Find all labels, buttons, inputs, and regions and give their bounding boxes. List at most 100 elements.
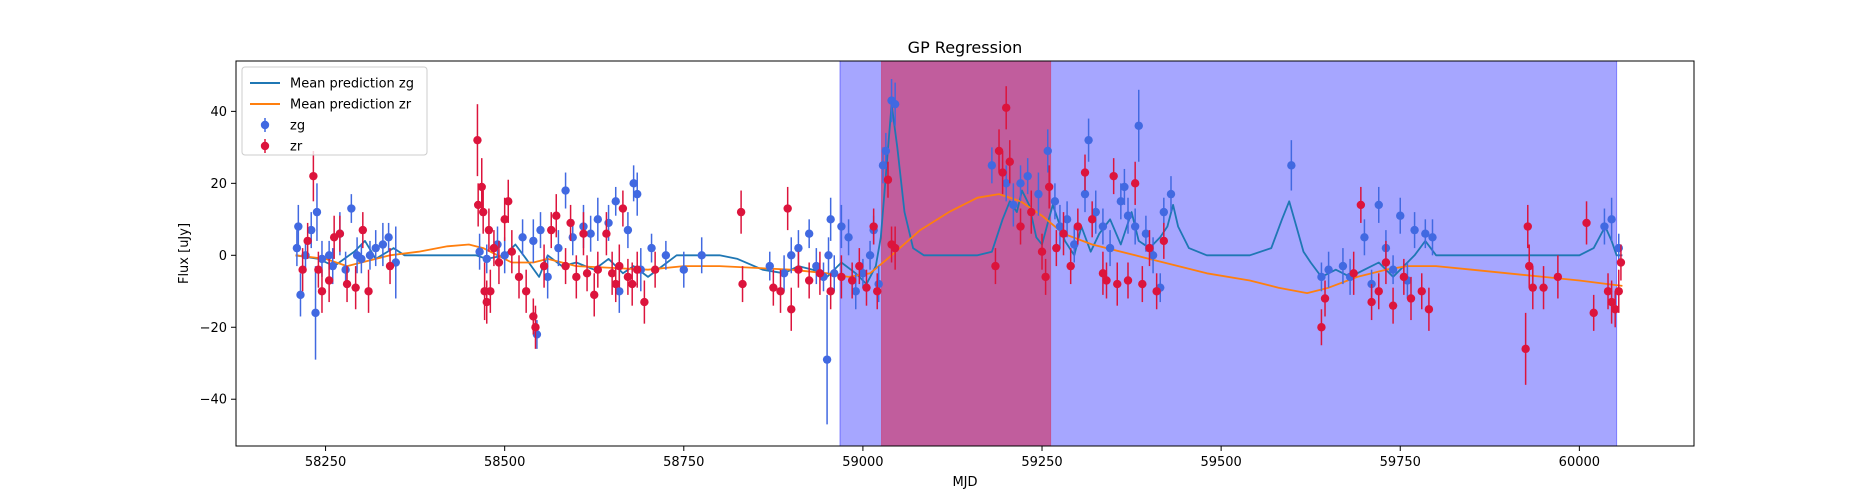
point-zr-36 (579, 212, 588, 256)
point-zg-18 (384, 222, 393, 252)
point-zg-95 (1317, 262, 1326, 292)
marker-zr-102 (1388, 301, 1398, 310)
point-zg-24 (518, 219, 527, 256)
marker-zg-54 (824, 251, 833, 260)
marker-zr-18 (482, 297, 491, 307)
marker-zr-9 (351, 283, 360, 292)
marker-zg-71 (1016, 179, 1025, 188)
marker-zr-10 (358, 225, 368, 235)
point-zr-50 (736, 190, 746, 234)
point-zg-23 (500, 237, 509, 274)
point-zr-78 (1044, 165, 1054, 209)
y-tick-label-20: 20 (210, 177, 227, 192)
point-zr-77 (1041, 258, 1050, 295)
point-zr-7 (335, 215, 345, 252)
point-zg-67 (890, 82, 900, 126)
point-zr-38 (590, 273, 599, 317)
y-tick-label--20: −20 (200, 321, 227, 336)
point-zr-2 (309, 150, 318, 202)
point-zr-24 (504, 179, 513, 223)
marker-zg-29 (554, 243, 563, 253)
chart-title: GP Regression (908, 38, 1023, 57)
marker-zr-73 (1005, 157, 1014, 166)
marker-zg-61 (865, 251, 875, 260)
marker-zg-77 (1062, 215, 1072, 224)
point-zg-44 (679, 251, 688, 288)
point-zg-93 (1166, 176, 1176, 213)
marker-zg-73 (1034, 189, 1043, 199)
marker-zg-56 (830, 269, 839, 278)
marker-zg-28 (543, 272, 552, 282)
marker-zg-81 (1091, 207, 1100, 217)
point-zr-107 (1521, 312, 1530, 385)
marker-zr-112 (1553, 272, 1563, 282)
marker-zg-55 (826, 215, 835, 224)
point-zr-88 (1113, 262, 1122, 306)
marker-zr-68 (890, 243, 900, 253)
marker-zg-76 (1055, 222, 1065, 231)
point-zg-38 (623, 212, 633, 249)
point-zg-85 (1120, 168, 1129, 205)
point-zr-87 (1109, 158, 1118, 195)
marker-zr-44 (618, 204, 628, 213)
point-zr-42 (611, 266, 620, 303)
point-zr-63 (862, 269, 871, 306)
point-zr-85 (1098, 251, 1108, 295)
marker-zr-74 (1016, 222, 1025, 231)
marker-zg-51 (812, 261, 821, 271)
point-zr-100 (1374, 273, 1383, 310)
marker-zg-50 (804, 229, 814, 238)
marker-zr-43 (615, 261, 624, 271)
legend-label-zr-line: Mean prediction zr (290, 98, 412, 113)
point-zr-94 (1159, 222, 1169, 259)
marker-zg-44 (679, 265, 688, 274)
marker-zg-104 (1396, 211, 1405, 220)
point-zr-109 (1525, 244, 1534, 288)
marker-zg-58 (844, 233, 853, 242)
point-zr-9 (351, 266, 360, 310)
point-zr-79 (1052, 230, 1061, 267)
point-zr-12 (385, 248, 395, 285)
point-zr-113 (1582, 201, 1591, 245)
marker-zg-94 (1287, 161, 1296, 170)
marker-zr-56 (794, 265, 803, 274)
point-zg-86 (1123, 197, 1133, 234)
plot-area (235, 60, 1695, 447)
point-zg-68 (987, 147, 997, 184)
marker-zg-110 (1607, 215, 1616, 224)
marker-zg-88 (1134, 121, 1143, 130)
point-zg-88 (1134, 89, 1143, 162)
point-zr-49 (650, 251, 660, 288)
marker-zr-7 (335, 229, 345, 238)
marker-zr-11 (364, 287, 373, 296)
point-zr-34 (566, 204, 575, 241)
point-zr-70 (994, 129, 1004, 173)
marker-zg-5 (311, 308, 320, 318)
marker-zg-6 (312, 207, 322, 217)
marker-zr-105 (1417, 287, 1426, 296)
point-zg-103 (1388, 255, 1398, 285)
point-zg-15 (365, 240, 375, 270)
marker-zg-69 (1001, 179, 1011, 188)
point-zr-52 (769, 269, 778, 306)
marker-zr-34 (566, 218, 575, 228)
point-zg-82 (1098, 208, 1108, 245)
marker-zr-16 (478, 207, 488, 217)
marker-zg-87 (1130, 222, 1140, 231)
point-zg-33 (586, 215, 595, 252)
marker-zg-92 (1159, 207, 1169, 217)
point-zr-43 (615, 244, 624, 288)
x-axis-label: MJD (952, 475, 977, 490)
point-zr-81 (1066, 248, 1075, 285)
point-zr-96 (1320, 280, 1330, 317)
point-zg-71 (1016, 165, 1025, 202)
marker-zr-98 (1356, 200, 1366, 210)
point-zr-98 (1356, 186, 1366, 223)
marker-zr-80 (1059, 229, 1068, 238)
marker-zr-65 (873, 287, 882, 296)
marker-zr-45 (623, 272, 633, 282)
point-zr-31 (547, 212, 556, 249)
marker-zr-72 (1001, 103, 1011, 112)
marker-zg-75 (1050, 197, 1060, 206)
point-zr-4 (317, 269, 327, 313)
